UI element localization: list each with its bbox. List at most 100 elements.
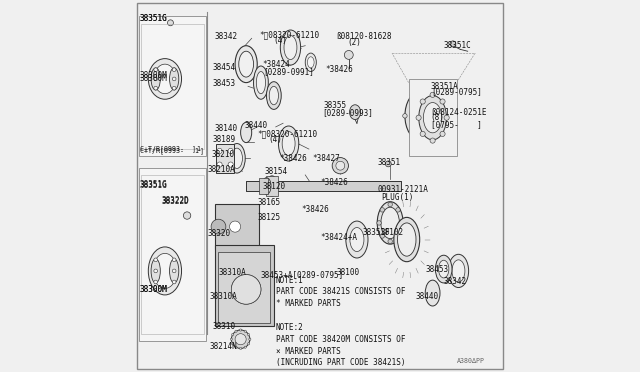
Circle shape [380,234,385,238]
Ellipse shape [307,57,314,68]
Text: 38351G: 38351G [139,13,167,22]
Ellipse shape [253,66,268,99]
Circle shape [440,131,445,137]
Ellipse shape [256,71,266,94]
Circle shape [336,161,345,170]
Text: 38125: 38125 [257,213,280,222]
Ellipse shape [239,51,253,77]
Text: PART CODE 38421S CONSISTS OF: PART CODE 38421S CONSISTS OF [276,288,405,296]
Ellipse shape [228,144,245,173]
Ellipse shape [235,46,257,83]
Ellipse shape [148,59,182,99]
Bar [141,175,204,334]
Circle shape [396,208,400,212]
Circle shape [230,338,232,340]
Ellipse shape [405,92,435,140]
Text: *38426: *38426 [326,65,353,74]
Ellipse shape [425,280,440,306]
Bar [215,245,274,326]
Circle shape [168,20,173,26]
Circle shape [410,134,415,139]
Circle shape [154,280,157,284]
Circle shape [425,93,429,97]
Circle shape [228,148,233,154]
Ellipse shape [151,68,160,90]
Text: 38322D: 38322D [161,198,189,206]
Circle shape [249,338,251,340]
Text: 38154: 38154 [264,167,288,176]
Circle shape [399,221,403,225]
Circle shape [217,162,222,167]
Text: 38189: 38189 [213,135,236,144]
Bar [139,16,205,157]
Text: [0289-0795]: [0289-0795] [431,87,482,96]
Text: [0289-0991]: [0289-0991] [263,67,314,76]
Text: 38351: 38351 [377,157,401,167]
Ellipse shape [381,207,399,238]
Circle shape [385,161,391,167]
Circle shape [232,343,234,345]
Ellipse shape [262,178,271,194]
Circle shape [388,239,392,244]
Ellipse shape [284,36,297,60]
Ellipse shape [269,86,278,105]
Bar [246,182,401,190]
Text: *Ⓢ08320-61210: *Ⓢ08320-61210 [257,130,317,139]
Circle shape [154,269,157,273]
Text: ß08124-0251E: ß08124-0251E [431,108,486,117]
Circle shape [232,275,261,304]
Text: 38310A: 38310A [209,292,237,301]
Ellipse shape [232,275,261,304]
Circle shape [420,131,425,137]
Text: × MARKED PARTS: × MARKED PARTS [276,347,340,356]
Circle shape [232,330,250,349]
Text: *Ⓢ08320-61210: *Ⓢ08320-61210 [259,30,319,39]
Text: *38424: *38424 [263,60,291,70]
Ellipse shape [346,221,368,258]
Circle shape [184,212,191,219]
Circle shape [172,86,176,90]
Circle shape [430,138,435,143]
Text: 38351G: 38351G [139,13,167,22]
Text: *38426: *38426 [320,178,348,187]
Text: *38426: *38426 [301,205,330,215]
Text: 38310A: 38310A [218,268,246,277]
Circle shape [440,99,445,104]
Circle shape [228,162,233,167]
Text: 38310: 38310 [213,322,236,331]
Circle shape [230,221,241,232]
Ellipse shape [170,259,179,283]
Text: 38100: 38100 [337,268,360,277]
Circle shape [380,208,385,212]
Circle shape [248,343,250,345]
Circle shape [211,219,226,234]
Ellipse shape [349,105,360,119]
Circle shape [248,334,250,336]
Text: 38355: 38355 [324,101,347,110]
Text: 38210A: 38210A [207,164,235,173]
Ellipse shape [419,96,447,140]
Circle shape [172,258,176,262]
Ellipse shape [154,64,176,94]
Circle shape [154,68,157,71]
Text: 38165: 38165 [257,198,280,207]
Text: [0289-0993]: [0289-0993] [322,108,372,117]
Ellipse shape [266,176,278,196]
Text: 38454: 38454 [213,63,236,72]
Ellipse shape [280,30,301,65]
Text: (4): (4) [268,135,282,144]
Text: 00931-2121A: 00931-2121A [377,185,428,194]
Text: (2): (2) [348,38,362,47]
Circle shape [420,99,425,104]
Text: 38300M: 38300M [140,285,168,294]
Ellipse shape [241,122,252,142]
Circle shape [425,134,429,139]
Ellipse shape [397,223,416,256]
Text: 38140: 38140 [215,124,238,133]
Bar [215,205,259,249]
Ellipse shape [448,254,468,288]
Text: 38453+A[0289-0795]: 38453+A[0289-0795] [261,270,344,279]
Ellipse shape [151,259,160,283]
Text: 1: 1 [195,148,198,154]
Bar [216,144,234,173]
